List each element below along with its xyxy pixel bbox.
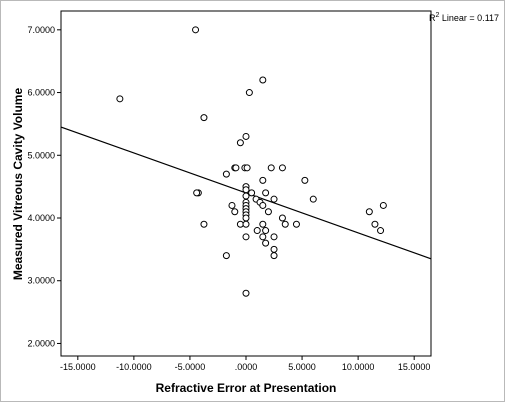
data-point — [309, 195, 317, 203]
data-point — [242, 132, 250, 140]
x-tick-label: .0000 — [235, 362, 258, 372]
data-point — [248, 189, 256, 197]
data-point — [301, 176, 309, 184]
y-tick-label: 6.0000 — [27, 88, 55, 98]
data-point — [379, 201, 387, 209]
data-point — [242, 289, 250, 297]
data-point — [371, 220, 379, 228]
data-point — [270, 252, 278, 260]
data-point — [281, 220, 289, 228]
data-point — [262, 227, 270, 235]
data-point — [242, 220, 250, 228]
y-tick-label: 4.0000 — [27, 213, 55, 223]
r-squared-annotation: R2 Linear = 0.117 — [429, 12, 499, 23]
data-point — [232, 164, 240, 172]
data-point — [270, 245, 278, 253]
x-tick-label: -5.0000 — [175, 362, 206, 372]
data-point — [228, 201, 236, 209]
x-tick-label: 5.0000 — [288, 362, 316, 372]
data-point — [242, 186, 250, 194]
data-point — [292, 220, 300, 228]
y-tick-label: 3.0000 — [27, 276, 55, 286]
data-point — [270, 195, 278, 203]
y-axis-ticks: 2.0000 3.0000 4.0000 5.0000 6.0000 7.0000 — [27, 25, 61, 348]
data-point — [259, 76, 267, 84]
data-point — [193, 189, 201, 197]
data-point — [242, 192, 250, 200]
data-point — [231, 208, 239, 216]
data-point — [253, 227, 261, 235]
data-point — [267, 164, 275, 172]
data-point — [262, 189, 270, 197]
x-tick-label: -15.0000 — [60, 362, 96, 372]
data-point — [264, 208, 272, 216]
data-point — [242, 233, 250, 241]
data-point — [278, 214, 286, 222]
data-point — [222, 252, 230, 260]
data-point — [278, 164, 286, 172]
data-point — [242, 214, 250, 222]
data-point — [259, 233, 267, 241]
data-point — [200, 220, 208, 228]
y-tick-label: 2.0000 — [27, 338, 55, 348]
x-axis-ticks: -15.0000 -10.0000 -5.0000 .0000 5.0000 10.000… — [60, 356, 430, 372]
data-point — [259, 201, 267, 209]
data-point — [365, 208, 373, 216]
data-point — [236, 220, 244, 228]
data-points — [116, 26, 387, 297]
data-point — [116, 95, 124, 103]
data-point — [245, 89, 253, 97]
data-point — [259, 220, 267, 228]
plot-area-border — [60, 10, 432, 357]
x-tick-label: 15.0000 — [398, 362, 431, 372]
data-point — [270, 233, 278, 241]
data-point — [259, 176, 267, 184]
x-tick-label: -10.0000 — [116, 362, 152, 372]
data-point — [192, 26, 200, 34]
data-point — [377, 227, 385, 235]
data-point — [243, 164, 251, 172]
y-axis-title: Measured Vitreous Cavity Volume — [11, 88, 25, 281]
data-point — [222, 170, 230, 178]
data-point — [262, 239, 270, 247]
y-tick-label: 7.0000 — [27, 25, 55, 35]
data-point — [200, 114, 208, 122]
data-point — [236, 139, 244, 147]
y-tick-label: 5.0000 — [27, 150, 55, 160]
x-tick-label: 10.0000 — [342, 362, 375, 372]
x-axis-title: Refractive Error at Presentation — [156, 381, 337, 395]
